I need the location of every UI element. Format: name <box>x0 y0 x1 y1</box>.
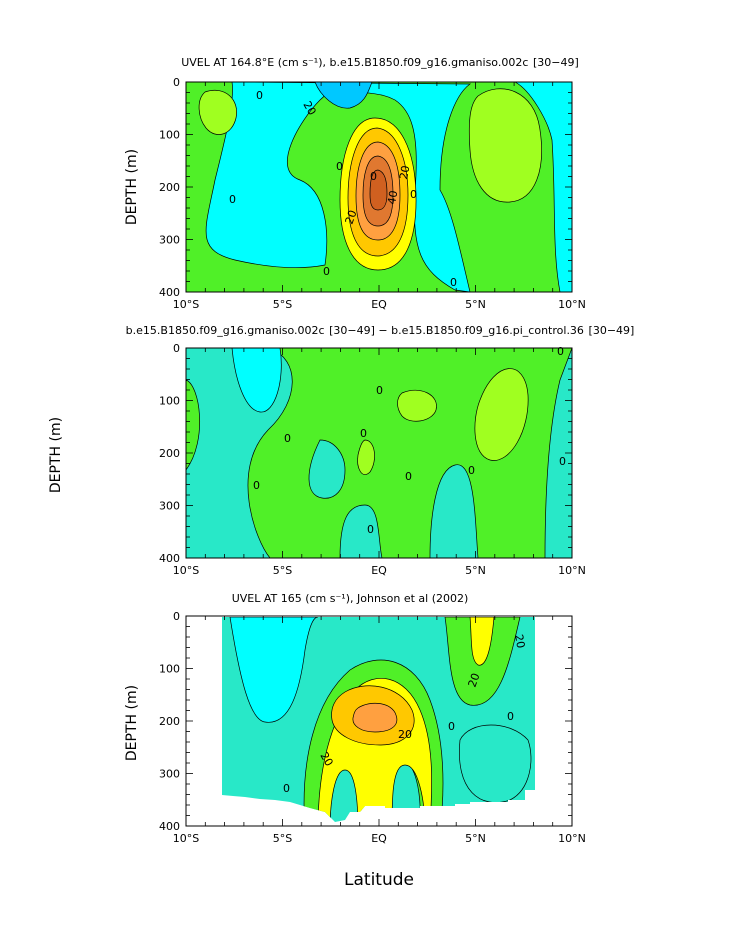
panel1-clabel: 20 <box>343 208 360 226</box>
panel3-clabel: 20 <box>398 728 412 741</box>
panel2-cyan-band <box>308 439 346 499</box>
panel2-clabel: 0 <box>360 427 367 440</box>
panel2-green-region <box>186 379 201 471</box>
panel3-contour-labels: 20 20 20 20 0 0 0 <box>283 633 527 795</box>
panel2-ticks: 10°S 5°S EQ 5°N 10°N 0 100 200 300 400 <box>159 342 586 577</box>
y-tick-label: 100 <box>159 395 180 408</box>
panel1-clabel: 0 <box>370 170 377 183</box>
panel2-green-light-mid <box>397 389 437 422</box>
panel3-clabel: 20 <box>466 671 483 689</box>
panel3-orange <box>352 702 398 733</box>
panel2-green-light-right <box>474 368 529 461</box>
panel2-title: b.e15.B1850.f09_g16.gmaniso.002c [30−49]… <box>126 324 635 337</box>
y-tick-label: 0 <box>173 76 180 89</box>
panel1-plot: 0 20 0 20 40 20 0 0 0 0 0 <box>185 81 573 293</box>
panel3-clabel: 20 <box>317 750 335 769</box>
panel1-clabel: 0 <box>229 193 236 206</box>
panel3-ylabel: DEPTH (m) <box>124 685 140 761</box>
panel1-green-light-left <box>198 90 237 135</box>
panel1-clabel: 0 <box>410 188 417 201</box>
panel1-ylabel: DEPTH (m) <box>124 149 140 225</box>
panel2-clabel: 0 <box>253 479 260 492</box>
y-tick-label: 300 <box>159 768 180 781</box>
panel1-clabel: 0 <box>450 276 457 289</box>
panel2-clabel: 0 <box>557 345 564 358</box>
x-tick-label: 10°N <box>558 298 586 311</box>
panel1-clabel: 0 <box>336 160 343 173</box>
y-tick-label: 0 <box>173 342 180 355</box>
panel1-green-light-right <box>468 88 542 203</box>
y-tick-label: 400 <box>159 286 180 299</box>
y-tick-label: 200 <box>159 447 180 460</box>
x-tick-label: 5°S <box>273 832 292 845</box>
panel3-cyan-light-left <box>229 617 319 723</box>
y-tick-label: 400 <box>159 820 180 833</box>
panel2-clabel: 0 <box>376 384 383 397</box>
panel1-cyan-right <box>514 82 572 292</box>
panel3-clabel: 0 <box>507 710 514 723</box>
x-tick-label: EQ <box>371 564 387 577</box>
x-tick-label: 5°S <box>273 298 292 311</box>
panel2-green-light-small <box>357 439 375 475</box>
panel2-clabel: 0 <box>468 464 475 477</box>
panel1-clabel: 20 <box>300 99 318 118</box>
x-tick-label: 5°N <box>465 564 486 577</box>
y-tick-label: 100 <box>159 663 180 676</box>
panel3-clabel: 0 <box>283 782 290 795</box>
x-tick-label: 5°S <box>273 564 292 577</box>
x-tick-label: 10°S <box>173 564 199 577</box>
y-tick-label: 200 <box>159 181 180 194</box>
x-tick-label: EQ <box>371 832 387 845</box>
panel1-title: UVEL AT 164.8°E (cm s⁻¹), b.e15.B1850.f0… <box>181 56 579 69</box>
panel2-cyan-light-left <box>231 348 282 413</box>
panel3-clabel: 0 <box>448 720 455 733</box>
panel1-cyan-dark <box>314 82 373 109</box>
panel1-jet-core <box>369 169 388 211</box>
panel2-plot: 0 0 0 0 0 0 0 0 0 <box>185 345 573 559</box>
panel1-clabel: 20 <box>397 164 412 180</box>
panel2-clabel: 0 <box>284 432 291 445</box>
x-tick-label: 10°N <box>558 832 586 845</box>
x-tick-label: 10°S <box>173 298 199 311</box>
xaxis-label: Latitude <box>344 870 414 890</box>
y-tick-label: 400 <box>159 552 180 565</box>
panel2-ylabel: DEPTH (m) <box>48 417 64 493</box>
panel3-yellow-right <box>469 617 495 666</box>
x-tick-label: 5°N <box>465 832 486 845</box>
panel2-clabel: 0 <box>405 470 412 483</box>
panel1-contour-labels: 0 20 0 20 40 20 0 0 0 0 0 <box>229 89 457 289</box>
x-tick-label: 10°N <box>558 564 586 577</box>
panel1-clabel: 0 <box>323 265 330 278</box>
x-tick-label: 10°S <box>173 832 199 845</box>
panel2-clabel: 0 <box>559 455 566 468</box>
panel3-cyan-right <box>459 724 532 803</box>
y-tick-label: 300 <box>159 500 180 513</box>
y-tick-label: 100 <box>159 129 180 142</box>
x-tick-label: 5°N <box>465 298 486 311</box>
panel3-plot: 20 20 20 20 0 0 0 <box>185 615 573 827</box>
y-tick-label: 300 <box>159 234 180 247</box>
x-tick-label: EQ <box>371 298 387 311</box>
panel1-clabel: 40 <box>385 189 400 205</box>
y-tick-label: 200 <box>159 715 180 728</box>
panel3-clabel: 20 <box>512 633 527 649</box>
y-tick-label: 0 <box>173 610 180 623</box>
panel1-clabel: 0 <box>256 89 263 102</box>
panel3-title: UVEL AT 165 (cm s⁻¹), Johnson et al (200… <box>232 592 469 605</box>
panel2-clabel: 0 <box>367 523 374 536</box>
panel2-contour-labels: 0 0 0 0 0 0 0 0 0 <box>253 345 566 536</box>
